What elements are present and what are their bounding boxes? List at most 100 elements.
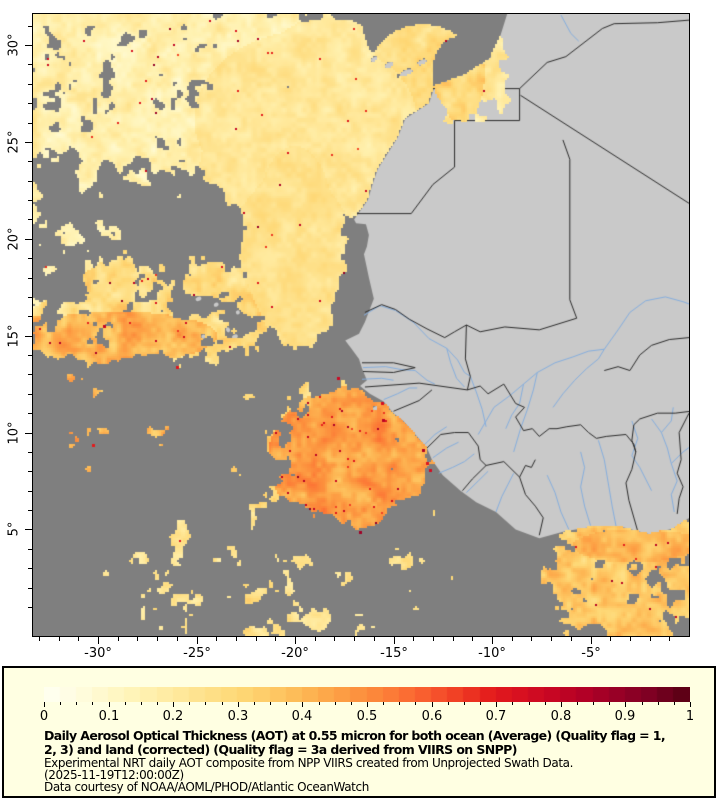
axis-tick <box>512 637 513 641</box>
colorbar-tick <box>76 702 77 705</box>
caption-title-line-2: 2, 3) and land (corrected) (Quality flag… <box>44 742 517 757</box>
x-tick-label: -25° <box>183 646 211 661</box>
axis-tick <box>28 394 32 395</box>
y-tick-label: 25° <box>6 130 22 154</box>
x-tick-label: -20° <box>281 646 309 661</box>
axis-tick <box>177 637 178 641</box>
axis-tick <box>630 637 631 641</box>
x-tick-label: -5° <box>581 646 601 661</box>
axis-tick <box>28 181 32 182</box>
axis-tick <box>25 142 32 143</box>
colorbar-tick <box>415 702 416 705</box>
colorbar-tick <box>464 702 465 705</box>
axis-tick <box>275 637 276 641</box>
caption-title-line-1: Daily Aerosol Optical Thickness (AOT) at… <box>44 728 666 743</box>
axis-tick <box>28 413 32 414</box>
axis-tick <box>433 637 434 641</box>
axis-tick <box>98 637 99 644</box>
colorbar-tick <box>60 702 61 705</box>
axis-tick <box>453 637 454 641</box>
axis-tick <box>25 433 32 434</box>
axis-tick <box>28 510 32 511</box>
colorbar-tick <box>205 702 206 705</box>
axis-tick <box>256 637 257 641</box>
axis-tick <box>236 637 237 641</box>
axis-tick <box>28 568 32 569</box>
colorbar-tick <box>642 702 643 705</box>
axis-tick <box>157 637 158 641</box>
map-plot-frame <box>32 13 690 637</box>
axis-tick <box>28 549 32 550</box>
axis-tick <box>28 123 32 124</box>
colorbar-tick <box>593 702 594 705</box>
axis-tick <box>25 45 32 46</box>
colorbar-tick <box>335 702 336 705</box>
colorbar-tick <box>109 702 110 707</box>
colorbar-tick-label: 1 <box>685 709 695 724</box>
y-tick-label: 30° <box>6 33 22 57</box>
map-canvas <box>33 14 689 636</box>
colorbar-tick <box>480 702 481 705</box>
y-tick-label: 20° <box>6 227 22 251</box>
axis-tick <box>25 529 32 530</box>
x-tick-label: -30° <box>84 646 112 661</box>
y-tick-label: 10° <box>6 421 22 445</box>
axis-tick <box>39 637 40 641</box>
colorbar-tick <box>286 702 287 705</box>
x-tick-label: -15° <box>380 646 408 661</box>
colorbar-tick <box>529 702 530 705</box>
colorbar-tick-label: 0.8 <box>550 709 572 724</box>
colorbar-tick-label: 0.6 <box>421 709 443 724</box>
axis-tick <box>137 637 138 641</box>
colorbar-tick <box>238 702 239 707</box>
colorbar-tick <box>496 702 497 707</box>
colorbar-tick <box>690 702 691 707</box>
axis-tick <box>591 637 592 644</box>
axis-tick <box>28 491 32 492</box>
colorbar <box>44 687 690 702</box>
colorbar-tick-label: 0.7 <box>485 709 507 724</box>
colorbar-tick <box>222 702 223 705</box>
colorbar-tick <box>383 702 384 705</box>
axis-tick <box>28 26 32 27</box>
axis-tick <box>78 637 79 641</box>
y-tick-label: 15° <box>6 324 22 348</box>
axis-tick <box>492 637 493 644</box>
colorbar-tick <box>609 702 610 705</box>
colorbar-tick <box>44 702 45 707</box>
colorbar-tick-label: 0.1 <box>98 709 120 724</box>
axis-tick <box>650 637 651 641</box>
colorbar-tick <box>141 702 142 705</box>
colorbar-tick <box>173 702 174 707</box>
axis-tick <box>28 452 32 453</box>
colorbar-tick-label: 0.4 <box>291 709 313 724</box>
colorbar-tick <box>658 702 659 705</box>
axis-tick <box>28 297 32 298</box>
axis-tick <box>413 637 414 641</box>
axis-tick <box>28 588 32 589</box>
axis-tick <box>28 103 32 104</box>
axis-tick <box>28 219 32 220</box>
colorbar-tick <box>189 702 190 705</box>
legend-panel: 0 0.1 0.2 0.3 0.4 0.5 0.6 0.7 0.8 0.9 1 Daily Aero… <box>2 666 716 798</box>
axis-tick <box>59 637 60 641</box>
axis-tick <box>28 200 32 201</box>
axis-tick <box>28 84 32 85</box>
axis-tick <box>28 607 32 608</box>
axis-tick <box>25 239 32 240</box>
axis-tick <box>28 471 32 472</box>
axis-tick <box>28 161 32 162</box>
colorbar-tick <box>319 702 320 705</box>
axis-tick <box>531 637 532 641</box>
axis-tick <box>118 637 119 641</box>
axis-tick <box>394 637 395 644</box>
colorbar-tick-label: 0.5 <box>356 709 378 724</box>
axis-tick <box>669 637 670 641</box>
colorbar-tick <box>432 702 433 707</box>
axis-tick <box>315 637 316 641</box>
colorbar-tick-label: 0 <box>39 709 49 724</box>
axis-tick <box>551 637 552 641</box>
colorbar-tick <box>448 702 449 705</box>
colorbar-tick <box>254 702 255 705</box>
axis-tick <box>571 637 572 641</box>
